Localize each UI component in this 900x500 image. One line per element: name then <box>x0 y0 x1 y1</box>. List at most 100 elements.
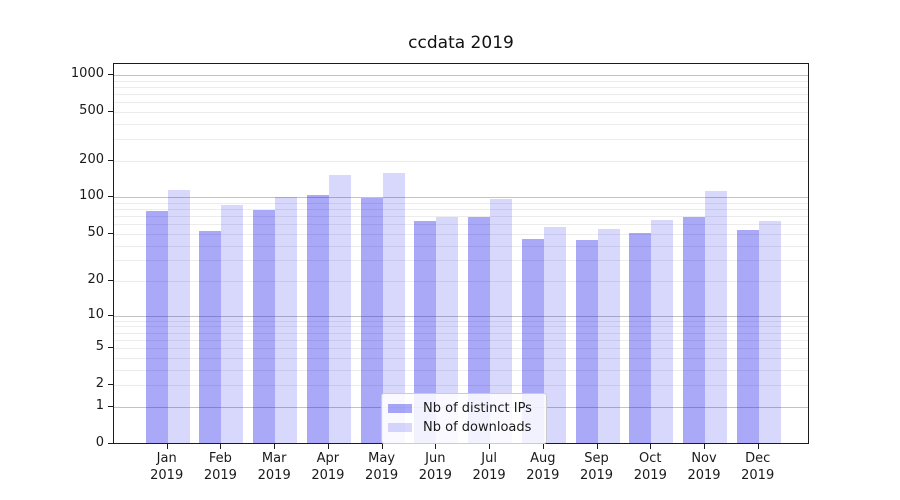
minor-gridline <box>114 347 808 349</box>
y-tick-mark <box>108 383 113 385</box>
y-tick-label: 20 <box>87 272 104 288</box>
minor-gridline <box>114 224 808 226</box>
legend-label-downloads: Nb of downloads <box>423 420 532 435</box>
bar-distinct-ips <box>736 229 759 443</box>
y-tick-label: 0 <box>95 434 104 450</box>
chart-title: ccdata 2019 <box>408 33 514 53</box>
minor-gridline <box>114 123 808 125</box>
x-tick-mark <box>542 444 544 449</box>
minor-gridline <box>114 384 808 386</box>
legend-label-distinct-ips: Nb of distinct IPs <box>423 401 532 416</box>
minor-gridline <box>114 320 808 322</box>
bar-distinct-ips <box>360 198 383 443</box>
y-tick-mark <box>108 346 113 348</box>
minor-gridline <box>114 357 808 359</box>
bar-downloads <box>436 216 459 443</box>
x-tick-label: Aug 2019 <box>526 451 560 483</box>
bar-downloads <box>221 205 244 443</box>
x-tick-label: Jan 2019 <box>150 451 184 483</box>
y-tick-label: 5 <box>95 338 104 354</box>
x-tick-mark <box>435 444 437 449</box>
bar-downloads <box>490 199 513 443</box>
minor-gridline <box>114 94 808 95</box>
bar-distinct-ips <box>306 195 329 443</box>
legend-swatch-distinct-ips <box>388 404 412 413</box>
x-tick-label: Sep 2019 <box>579 451 614 483</box>
y-tick-mark <box>108 232 113 234</box>
bar-downloads <box>167 190 190 443</box>
x-tick-mark <box>596 444 598 449</box>
minor-gridline <box>114 102 808 104</box>
minor-gridline <box>114 202 808 204</box>
minor-gridline <box>114 233 808 235</box>
y-tick-label: 2 <box>95 375 104 391</box>
bar-downloads <box>758 221 781 443</box>
minor-gridline <box>114 139 808 141</box>
x-tick-label: Jun 2019 <box>418 451 452 483</box>
minor-gridline <box>114 260 808 262</box>
y-tick-mark <box>108 196 113 198</box>
bar-distinct-ips <box>145 210 168 443</box>
y-tick-label: 1000 <box>70 66 104 81</box>
x-tick-label: Oct 2019 <box>633 451 667 483</box>
x-tick-label: Dec 2019 <box>741 451 775 483</box>
legend-row-distinct-ips: Nb of distinct IPs <box>388 399 532 418</box>
y-tick-label: 1 <box>95 397 104 413</box>
bar-distinct-ips <box>683 216 705 443</box>
minor-gridline <box>114 326 808 328</box>
bar-downloads <box>328 174 351 443</box>
x-tick-mark <box>650 444 652 449</box>
x-tick-mark <box>166 444 168 449</box>
legend-row-downloads: Nb of downloads <box>388 418 532 437</box>
y-tick-mark <box>108 280 113 282</box>
x-tick-mark <box>327 444 329 449</box>
x-tick-mark <box>274 444 276 449</box>
y-tick-mark <box>108 442 113 444</box>
minor-gridline <box>114 80 808 82</box>
major-gridline <box>114 197 808 199</box>
plot-area: Nb of distinct IPs Nb of downloads <box>113 63 809 444</box>
y-tick-label: 500 <box>79 103 104 118</box>
bar-downloads <box>543 226 566 443</box>
minor-gridline <box>114 86 808 88</box>
y-tick-mark <box>108 111 113 112</box>
x-tick-label: Nov 2019 <box>687 451 721 483</box>
x-tick-label: Mar 2019 <box>257 451 291 483</box>
bar-downloads <box>705 191 727 443</box>
minor-gridline <box>114 332 808 334</box>
major-gridline <box>114 315 808 317</box>
x-tick-mark <box>489 444 491 449</box>
bar-downloads <box>597 228 620 443</box>
y-tick-mark <box>108 159 113 161</box>
minor-gridline <box>114 216 808 218</box>
x-tick-label: Feb 2019 <box>203 451 237 483</box>
bar-distinct-ips <box>575 239 598 443</box>
x-tick-mark <box>704 444 705 449</box>
minor-gridline <box>114 281 808 283</box>
x-tick-mark <box>757 444 759 449</box>
bar-downloads <box>382 173 405 443</box>
x-tick-label: May 2019 <box>365 451 399 483</box>
bar-distinct-ips <box>253 209 276 443</box>
minor-gridline <box>114 369 808 371</box>
minor-gridline <box>114 209 808 211</box>
minor-gridline <box>114 112 808 113</box>
minor-gridline <box>114 245 808 247</box>
y-tick-label: 10 <box>87 306 104 322</box>
legend-swatch-downloads <box>388 423 412 432</box>
x-tick-label: Jul 2019 <box>472 451 506 483</box>
x-tick-mark <box>381 444 383 449</box>
bar-distinct-ips <box>521 238 544 443</box>
bar-distinct-ips <box>468 217 491 443</box>
bar-distinct-ips <box>414 221 437 443</box>
y-tick-label: 200 <box>79 151 104 167</box>
legend: Nb of distinct IPs Nb of downloads <box>381 393 547 444</box>
x-tick-label: Apr 2019 <box>311 451 345 483</box>
bar-downloads <box>651 219 674 443</box>
y-tick-mark <box>108 74 113 75</box>
y-tick-mark <box>108 405 113 407</box>
minor-gridline <box>114 160 808 162</box>
minor-gridline <box>114 339 808 341</box>
major-gridline <box>114 75 808 76</box>
